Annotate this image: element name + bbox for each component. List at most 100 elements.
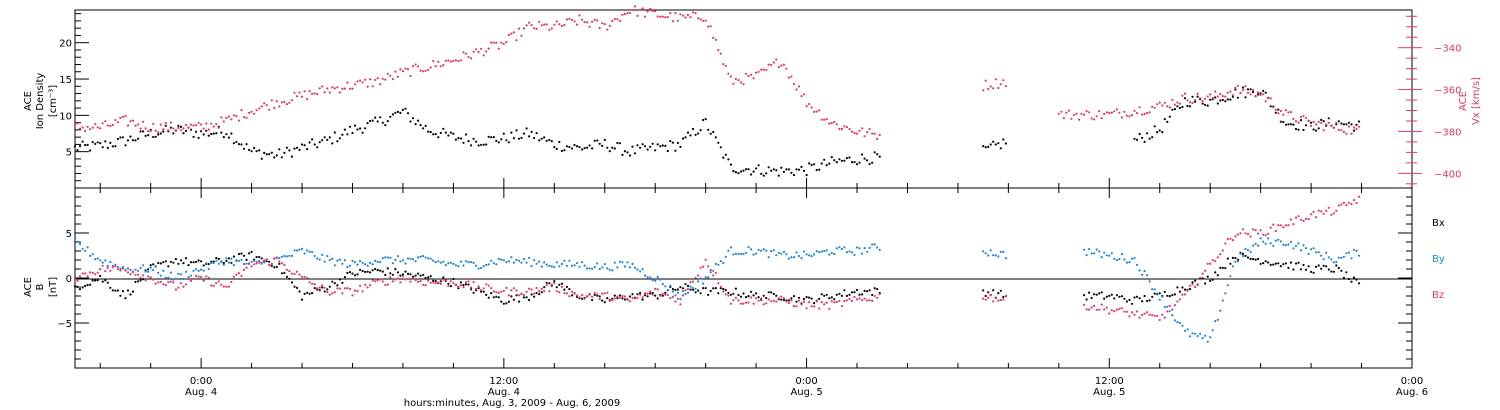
vx-point [129, 120, 132, 123]
bx-point [369, 271, 372, 274]
bx-point [124, 297, 127, 300]
bz-point [157, 281, 160, 284]
ion-density-point [792, 173, 796, 177]
by-point [737, 252, 740, 255]
bz-point [182, 285, 185, 288]
bz-point [217, 280, 220, 283]
by-point [1171, 314, 1174, 317]
vx-point [649, 7, 652, 10]
legend-bz: Bz [1432, 290, 1444, 301]
by-point [760, 249, 763, 252]
bz-point [1355, 201, 1358, 204]
bx-point [1130, 302, 1134, 305]
ion-density-point [477, 144, 480, 147]
ion-density-point [712, 130, 715, 134]
vx-point [89, 128, 92, 131]
bz-point [1332, 212, 1335, 215]
vx-point [994, 78, 997, 81]
by-point [1110, 252, 1113, 255]
bz-point [618, 296, 622, 299]
bx-point [868, 289, 871, 292]
vx-point [568, 17, 571, 20]
bz-point [697, 274, 700, 277]
bz-point [200, 275, 203, 278]
bz-point [876, 296, 879, 299]
vx-point [192, 124, 195, 127]
ion-density-point [664, 144, 667, 147]
ion-density-point [719, 146, 722, 149]
bx-point [477, 287, 480, 290]
vx-point [477, 50, 480, 54]
bx-point [722, 287, 725, 291]
bz-point [1345, 204, 1348, 207]
bz-point [1302, 219, 1305, 222]
bz-point [1252, 228, 1255, 231]
by-point [99, 259, 102, 262]
vx-point [452, 59, 455, 63]
bz-point [727, 294, 730, 297]
ion-density-point [283, 151, 286, 154]
bx-point [303, 292, 306, 295]
bz-point [406, 278, 410, 281]
vx-point [1105, 111, 1108, 114]
bz-point [588, 293, 591, 296]
bz-point [275, 256, 278, 259]
ion-density-point [263, 151, 266, 154]
ion-density-point [485, 143, 488, 146]
by-point [326, 254, 329, 258]
bx-point [1110, 293, 1113, 296]
vx-point [1130, 114, 1134, 117]
bz-point [626, 297, 629, 300]
ion-density-point [654, 149, 657, 152]
by-point [94, 258, 97, 261]
ion-density-point [586, 146, 589, 149]
ion-density-point [525, 127, 528, 130]
ion-density-point [538, 139, 541, 142]
vx-point [1355, 127, 1358, 130]
vx-point [454, 59, 457, 62]
bx-point [308, 292, 311, 295]
by-point [434, 261, 437, 264]
bz-point [533, 292, 536, 295]
by-point [596, 262, 599, 265]
bz-point [457, 285, 460, 288]
bx-point [137, 280, 140, 283]
bx-point [487, 296, 490, 299]
bz-point [593, 291, 596, 294]
by-point [1310, 248, 1313, 251]
bx-point [300, 298, 304, 301]
by-point [106, 264, 109, 267]
bx-point [311, 292, 314, 295]
bz-point [813, 305, 816, 308]
bz-point [1173, 304, 1176, 307]
ion-density-point [321, 139, 324, 142]
bz-point [472, 281, 475, 284]
by-point [396, 255, 399, 258]
bx-point [805, 296, 808, 299]
vx-point [1229, 90, 1232, 93]
ion-density-point [543, 136, 546, 139]
ion-density-point [422, 127, 425, 130]
bz-point [1234, 235, 1237, 238]
by-point [169, 271, 172, 274]
bx-point [270, 264, 273, 267]
by-point [1274, 239, 1277, 242]
by-point [767, 256, 770, 259]
bx-point [1304, 268, 1308, 271]
bx-point [293, 285, 296, 288]
vx-point [157, 131, 160, 134]
by-point [835, 247, 838, 250]
bx-point [116, 289, 119, 292]
bx-point [134, 280, 137, 284]
vx-point [500, 41, 503, 44]
bz-point [81, 272, 84, 275]
vx-point [755, 71, 758, 74]
bz-point [101, 264, 104, 267]
bz-point [404, 278, 407, 281]
by-point [755, 252, 758, 255]
bz-point [679, 303, 682, 306]
ion-density-point [830, 156, 833, 159]
by-point [989, 249, 992, 252]
bz-point [616, 295, 619, 298]
ion-density-point [1342, 123, 1345, 126]
